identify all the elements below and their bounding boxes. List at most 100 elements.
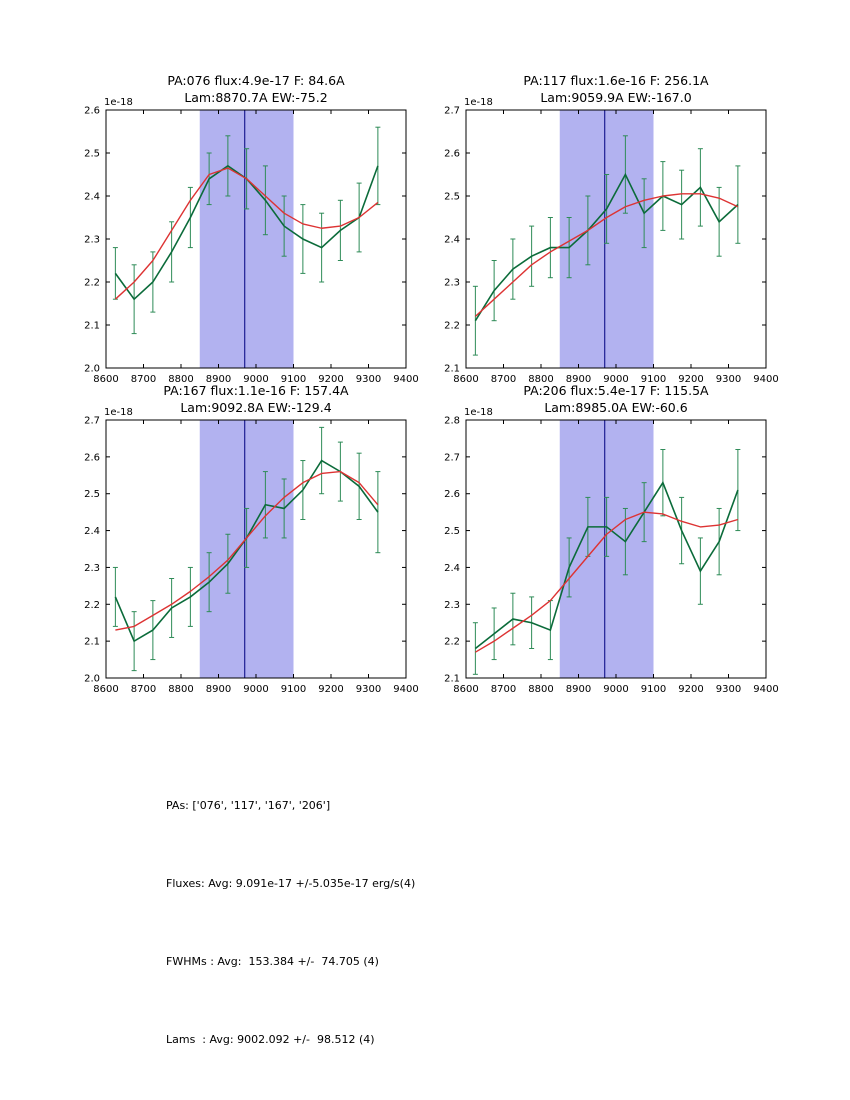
tick-marks [465,109,767,369]
error-bars [472,448,741,675]
x-tick-label: 8800 [168,374,193,385]
tick-marks [105,109,407,369]
x-tick-label: 8700 [491,684,516,695]
x-tick-label: 9300 [356,374,381,385]
chart-title-pa117: PA:117 flux:1.6e-16 F: 256.1A Lam:9059.9… [466,72,766,106]
y-tick-label: 2.6 [84,452,100,463]
chart-title-line2: Lam:8870.7A EW:-75.2 [184,90,328,105]
chart-title-pa206: PA:206 flux:5.4e-17 F: 115.5A Lam:8985.0… [466,382,766,416]
x-tick-label: 9300 [716,374,741,385]
x-tick-label: 9000 [243,684,268,695]
y-tick-label: 2.1 [444,674,460,685]
y-tick-label: 2.5 [84,489,100,500]
y-tick-label: 2.4 [84,526,100,537]
y-axis-offset-label: 1e-18 [104,97,133,108]
y-tick-label: 2.7 [84,416,100,427]
x-tick-label: 8900 [566,684,591,695]
chart-title-line2: Lam:9059.9A EW:-167.0 [540,90,692,105]
y-tick-label: 2.7 [444,106,460,117]
subplot-pa206: 8600 8700 8800 8900 9000 9100 9200 9300 9400 2.1 2… [444,407,779,695]
tick-marks [465,419,767,679]
x-tick-label: 8800 [528,374,553,385]
subplot-pa167: 8600 8700 8800 8900 9000 9100 9200 9300 9400 2.0 2… [84,407,419,695]
summary-line-fluxes: Fluxes: Avg: 9.091e-17 +/-5.035e-17 erg/… [166,877,416,890]
fit-line [475,511,739,653]
x-tick-label: 9000 [603,374,628,385]
y-tick-label: 2.7 [444,452,460,463]
x-tick-label: 9100 [281,684,306,695]
chart-title-pa076: PA:076 flux:4.9e-17 F: 84.6A Lam:8870.7A… [106,72,406,106]
tick-marks [105,419,407,679]
x-tick-label: 8700 [131,684,156,695]
y-tick-label: 2.2 [444,637,460,648]
y-tick-label: 2.2 [444,321,460,332]
y-tick-label: 2.5 [84,149,100,160]
y-tick-label: 2.3 [444,600,460,611]
y-tick-label: 2.5 [444,192,460,203]
spectrum-line [474,480,739,650]
y-axis-offset-label: 1e-18 [464,97,493,108]
x-tick-label: 8600 [453,374,478,385]
fit-line [115,470,379,631]
chart-title-line2: Lam:9092.8A EW:-129.4 [180,400,332,415]
chart-title-line1: PA:206 flux:5.4e-17 F: 115.5A [523,383,709,398]
x-tick-label: 9100 [281,374,306,385]
subplot-pa117: 8600 8700 8800 8900 9000 9100 9200 9300 9400 2.1 2… [444,97,779,385]
x-tick-label: 8600 [453,684,478,695]
fit-line [474,193,739,317]
chart-title-line1: PA:167 flux:1.1e-16 F: 157.4A [163,383,349,398]
x-tick-label: 9400 [753,684,778,695]
x-tick-label: 9300 [356,684,381,695]
y-tick-label: 2.6 [84,106,100,117]
y-tick-label: 2.2 [84,278,100,289]
y-axis-offset-label: 1e-18 [104,407,133,418]
y-tick-label: 2.3 [84,563,100,574]
x-tick-label: 8600 [93,374,118,385]
spectrum-line [474,172,739,322]
subplot-pa076: 8600 8700 8800 8900 9000 9100 9200 9300 9400 2.0 2… [84,97,419,385]
y-axis-offset-label: 1e-18 [464,407,493,418]
chart-title-pa167: PA:167 flux:1.1e-16 F: 157.4A Lam:9092.8… [106,382,406,416]
y-tick-label: 2.0 [84,674,100,685]
summary-line-lams: Lams : Avg: 9002.092 +/- 98.512 (4) [166,1033,375,1046]
x-tick-label: 9400 [393,374,418,385]
y-tick-label: 2.2 [84,600,100,611]
x-tick-label: 8700 [131,374,156,385]
x-tick-label: 8900 [206,684,231,695]
x-tick-label: 9200 [678,374,703,385]
y-tick-label: 2.0 [84,364,100,375]
x-tick-label: 9100 [641,374,666,385]
x-tick-label: 9000 [603,684,628,695]
y-tick-label: 2.1 [84,321,100,332]
y-tick-label: 2.5 [444,526,460,537]
y-tick-label: 2.6 [444,489,460,500]
y-tick-label: 2.8 [444,416,460,427]
x-tick-label: 9100 [641,684,666,695]
x-tick-label: 8700 [491,374,516,385]
x-tick-label: 9200 [318,374,343,385]
y-tick-label: 2.1 [444,364,460,375]
x-tick-label: 9400 [753,374,778,385]
x-tick-label: 9400 [393,684,418,695]
chart-title-line1: PA:076 flux:4.9e-17 F: 84.6A [167,73,345,88]
x-tick-label: 8600 [93,684,118,695]
x-tick-label: 8800 [168,684,193,695]
x-tick-label: 8800 [528,684,553,695]
y-tick-label: 2.4 [444,235,460,246]
fit-line [114,167,379,300]
x-tick-label: 8900 [206,374,231,385]
y-tick-label: 2.4 [84,192,100,203]
x-tick-label: 8900 [566,374,591,385]
x-tick-label: 9000 [243,374,268,385]
y-tick-label: 2.3 [444,278,460,289]
chart-title-line2: Lam:8985.0A EW:-60.6 [544,400,688,415]
y-tick-label: 2.3 [84,235,100,246]
y-tick-label: 2.1 [84,637,100,648]
chart-title-line1: PA:117 flux:1.6e-16 F: 256.1A [523,73,709,88]
x-tick-label: 9300 [716,684,741,695]
summary-line-fwhms: FWHMs : Avg: 153.384 +/- 74.705 (4) [166,955,379,968]
x-tick-label: 9200 [678,684,703,695]
x-tick-label: 9200 [318,684,343,695]
summary-line-pas: PAs: ['076', '117', '167', '206'] [166,799,331,812]
